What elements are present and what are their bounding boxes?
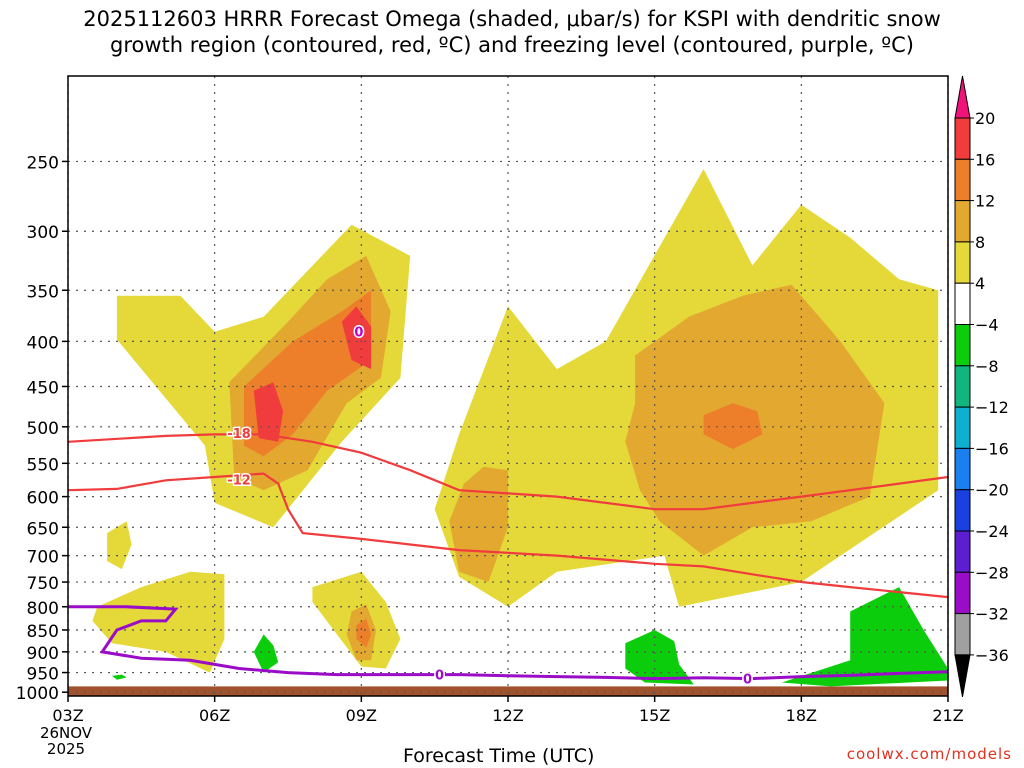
y-tick-label-11: 800 xyxy=(27,599,59,619)
colorbar-label-6: −8 xyxy=(975,357,999,376)
colorbar-label-2: 12 xyxy=(975,192,995,211)
x-tick-label-1: 06Z xyxy=(199,706,230,725)
chart-title-line1: 2025112603 HRRR Forecast Omega (shaded, … xyxy=(83,7,941,31)
x-tick-label-4: 15Z xyxy=(639,706,670,725)
colorbar-swatch-5 xyxy=(954,282,971,326)
y-tick-label-13: 900 xyxy=(27,644,59,664)
omega-region-4 xyxy=(107,521,132,570)
omega-region-13 xyxy=(341,306,372,370)
colorbar-swatch-6 xyxy=(954,324,971,367)
y-tick-label-9: 700 xyxy=(27,548,59,568)
colorbar-swatch-1 xyxy=(954,117,971,160)
contour-label-4: 0 xyxy=(354,326,363,341)
omega-region-10 xyxy=(703,403,763,450)
y-tick-label-15: 1000 xyxy=(16,684,59,704)
contour-label-0: -18 xyxy=(227,427,251,442)
x-date-label-0: 26NOV xyxy=(40,724,93,742)
colorbar-swatch-2 xyxy=(954,158,971,202)
colorbar-label-10: −24 xyxy=(975,522,1009,541)
credit-link[interactable]: coolwx.com/models xyxy=(846,745,1012,763)
y-tick-label-1: 300 xyxy=(27,223,59,243)
y-tick-label-10: 750 xyxy=(27,574,59,594)
y-tick-label-0: 250 xyxy=(27,153,59,173)
omega-region-7 xyxy=(449,466,508,582)
contour-label-3: 0 xyxy=(743,673,752,688)
colorbar-label-13: −36 xyxy=(975,646,1009,665)
colorbar-label-7: −12 xyxy=(975,398,1009,417)
y-tick-label-6: 550 xyxy=(27,455,59,475)
colorbar-label-8: −16 xyxy=(975,439,1009,458)
chart-title-line2: growth region (contoured, red, ºC) and f… xyxy=(110,33,914,57)
colorbar-label-4: 4 xyxy=(975,274,985,293)
x-tick-label-3: 12Z xyxy=(492,706,523,725)
y-tick-label-5: 500 xyxy=(27,419,59,439)
colorbar-label-11: −28 xyxy=(975,563,1009,582)
red-contour--18 xyxy=(67,433,949,511)
red-contour--12 xyxy=(67,472,949,599)
colorbar-label-0: 20 xyxy=(975,109,995,128)
y-tick-label-7: 600 xyxy=(27,489,59,509)
colorbar-swatch-4 xyxy=(954,241,971,284)
colorbar-label-3: 8 xyxy=(975,233,985,252)
y-tick-label-14: 950 xyxy=(27,665,59,685)
colorbar-bottom-arrow xyxy=(954,654,971,697)
omega-region-11 xyxy=(356,618,372,648)
colorbar-label-5: −4 xyxy=(975,316,999,335)
colorbar-swatch-10 xyxy=(954,489,971,532)
colorbar-label-9: −20 xyxy=(975,481,1009,500)
ground-band xyxy=(68,686,948,696)
colorbar-label-1: 16 xyxy=(975,150,995,169)
colorbar-swatch-12 xyxy=(954,571,971,615)
y-tick-label-2: 350 xyxy=(27,282,59,302)
contour-label-2: 0 xyxy=(435,669,444,684)
colorbar-swatch-9 xyxy=(954,447,971,491)
x-tick-label-0: 03Z xyxy=(52,706,83,725)
y-tick-label-8: 650 xyxy=(27,519,59,539)
omega-region-15 xyxy=(625,630,694,685)
x-date-label-1: 2025 xyxy=(47,740,85,758)
y-tick-label-12: 850 xyxy=(27,622,59,642)
colorbar-swatch-11 xyxy=(954,530,971,573)
x-axis-title: Forecast Time (UTC) xyxy=(403,745,595,767)
y-tick-label-4: 450 xyxy=(27,378,59,398)
freezing-level-contour xyxy=(68,605,949,681)
colorbar-swatch-7 xyxy=(954,365,971,408)
colorbar-swatch-13 xyxy=(954,613,971,656)
omega-region-14 xyxy=(253,634,279,673)
y-tick-label-3: 400 xyxy=(27,333,59,353)
x-tick-label-2: 09Z xyxy=(346,706,377,725)
colorbar-top-arrow xyxy=(954,75,971,119)
omega-region-17 xyxy=(112,674,127,680)
colorbar-swatch-8 xyxy=(954,406,971,449)
x-tick-label-6: 21Z xyxy=(932,706,963,725)
contour-label-1: -12 xyxy=(227,474,251,489)
omega-region-16 xyxy=(781,587,948,687)
x-tick-label-5: 18Z xyxy=(786,706,817,725)
colorbar-swatch-3 xyxy=(954,200,971,243)
colorbar-label-12: −32 xyxy=(975,605,1009,624)
